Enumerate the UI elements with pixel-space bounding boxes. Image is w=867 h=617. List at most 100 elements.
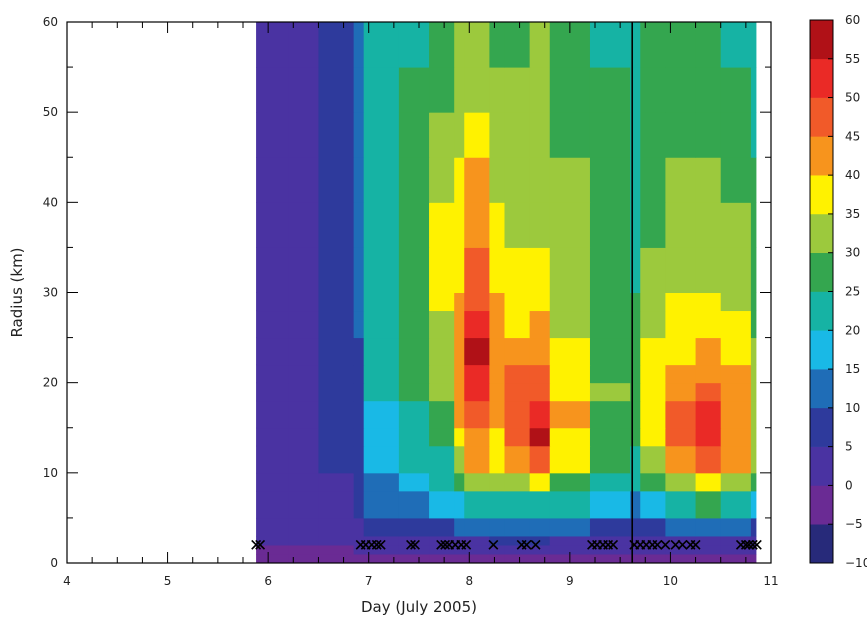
field-cell	[429, 112, 455, 158]
field-cell	[398, 427, 430, 447]
field-cell	[630, 517, 641, 537]
field-cell	[288, 22, 319, 68]
field-cell	[504, 310, 531, 339]
field-cell	[363, 472, 400, 492]
field-cell	[529, 67, 551, 113]
y-tick-label: 50	[43, 105, 58, 119]
field-cell	[288, 472, 319, 492]
field-cell	[695, 337, 722, 366]
field-cell	[640, 112, 666, 158]
field-cell	[529, 157, 551, 203]
field-cell	[288, 382, 319, 402]
field-cell	[750, 445, 757, 474]
field-cell	[750, 247, 757, 293]
axes: 4 5 6 7 8 9 10 11 0 10 20 30 40 50 60	[43, 15, 779, 588]
field-cell	[750, 67, 757, 113]
field-cell	[398, 202, 430, 248]
field-cell	[529, 337, 551, 366]
field-cell	[695, 382, 722, 402]
field-cell	[398, 544, 430, 555]
field-cell	[288, 310, 319, 339]
observation-marker: ✕	[408, 536, 422, 556]
x-tick-label: 11	[763, 574, 778, 588]
field-cell	[398, 517, 430, 537]
field-cell	[630, 202, 641, 248]
field-cell	[288, 544, 319, 555]
field-cell	[288, 337, 319, 366]
field-cell	[720, 292, 752, 312]
field-cell	[256, 67, 289, 113]
field-cell	[695, 112, 722, 158]
field-cell	[464, 292, 490, 312]
observation-marker: ✕	[645, 536, 659, 556]
field-cell	[489, 517, 505, 537]
field-cell	[256, 112, 289, 158]
field-cell	[398, 445, 430, 474]
colorbar-segment	[810, 175, 833, 215]
field-cell	[256, 517, 289, 537]
field-cell	[504, 202, 531, 248]
field-cell	[454, 22, 465, 68]
field-cell	[256, 427, 289, 447]
field-cell	[489, 472, 505, 492]
field-cell	[665, 535, 697, 546]
field-cell	[529, 310, 551, 339]
observation-marker: ✕	[459, 536, 473, 556]
field-cell	[640, 535, 666, 546]
field-cell	[363, 310, 400, 339]
observation-marker: ✕	[590, 536, 604, 556]
field-cell	[429, 427, 455, 447]
field-cell	[695, 247, 722, 293]
field-cell	[504, 247, 531, 293]
field-cell	[589, 364, 631, 384]
observation-marker: ✕	[742, 536, 756, 556]
field-cell	[288, 292, 319, 312]
field-cell	[429, 490, 455, 519]
field-cell	[318, 535, 355, 546]
y-tick-label: 30	[43, 286, 58, 300]
colorbar-tick-label: 50	[845, 91, 860, 105]
field-cell	[363, 517, 400, 537]
field-cell	[454, 157, 465, 203]
field-cell	[489, 382, 505, 402]
field-cell	[318, 202, 355, 248]
field-cell	[489, 364, 505, 384]
field-cell	[549, 337, 591, 366]
field-cell	[695, 22, 722, 68]
colorbar-segment	[810, 407, 833, 447]
field-cell	[630, 535, 641, 546]
field-cell	[720, 517, 752, 537]
field-cell	[665, 490, 697, 519]
field-cell	[640, 427, 666, 447]
field-cell	[363, 427, 400, 447]
field-cell	[640, 364, 666, 384]
field-cell	[695, 517, 722, 537]
field-cell	[489, 553, 505, 564]
field-cell	[398, 490, 430, 519]
x-tick-label: 4	[63, 574, 71, 588]
field-cell	[504, 67, 531, 113]
field-cell	[464, 157, 490, 203]
field-cell	[353, 517, 365, 537]
field-cell	[720, 544, 752, 555]
field-cell	[665, 400, 697, 429]
colorbar-tick-label: 25	[845, 285, 860, 299]
field-cell	[288, 535, 319, 546]
observation-marker: ✕	[454, 536, 468, 556]
field-cell	[489, 112, 505, 158]
field-cell	[454, 517, 465, 537]
colorbar-tick-label: 60	[845, 13, 860, 27]
field-cell	[429, 400, 455, 429]
colorbar-segment	[810, 330, 833, 370]
observation-marker: ✕	[529, 536, 543, 556]
field-cell	[665, 427, 697, 447]
field-cell	[589, 427, 631, 447]
observation-marker: ✕	[601, 536, 615, 556]
colorbar-segment	[810, 485, 833, 525]
field-cell	[288, 553, 319, 564]
field-cell	[353, 544, 365, 555]
field-cell	[353, 382, 365, 402]
field-cell	[353, 157, 365, 203]
field-cell	[489, 67, 505, 113]
field-cell	[720, 535, 752, 546]
